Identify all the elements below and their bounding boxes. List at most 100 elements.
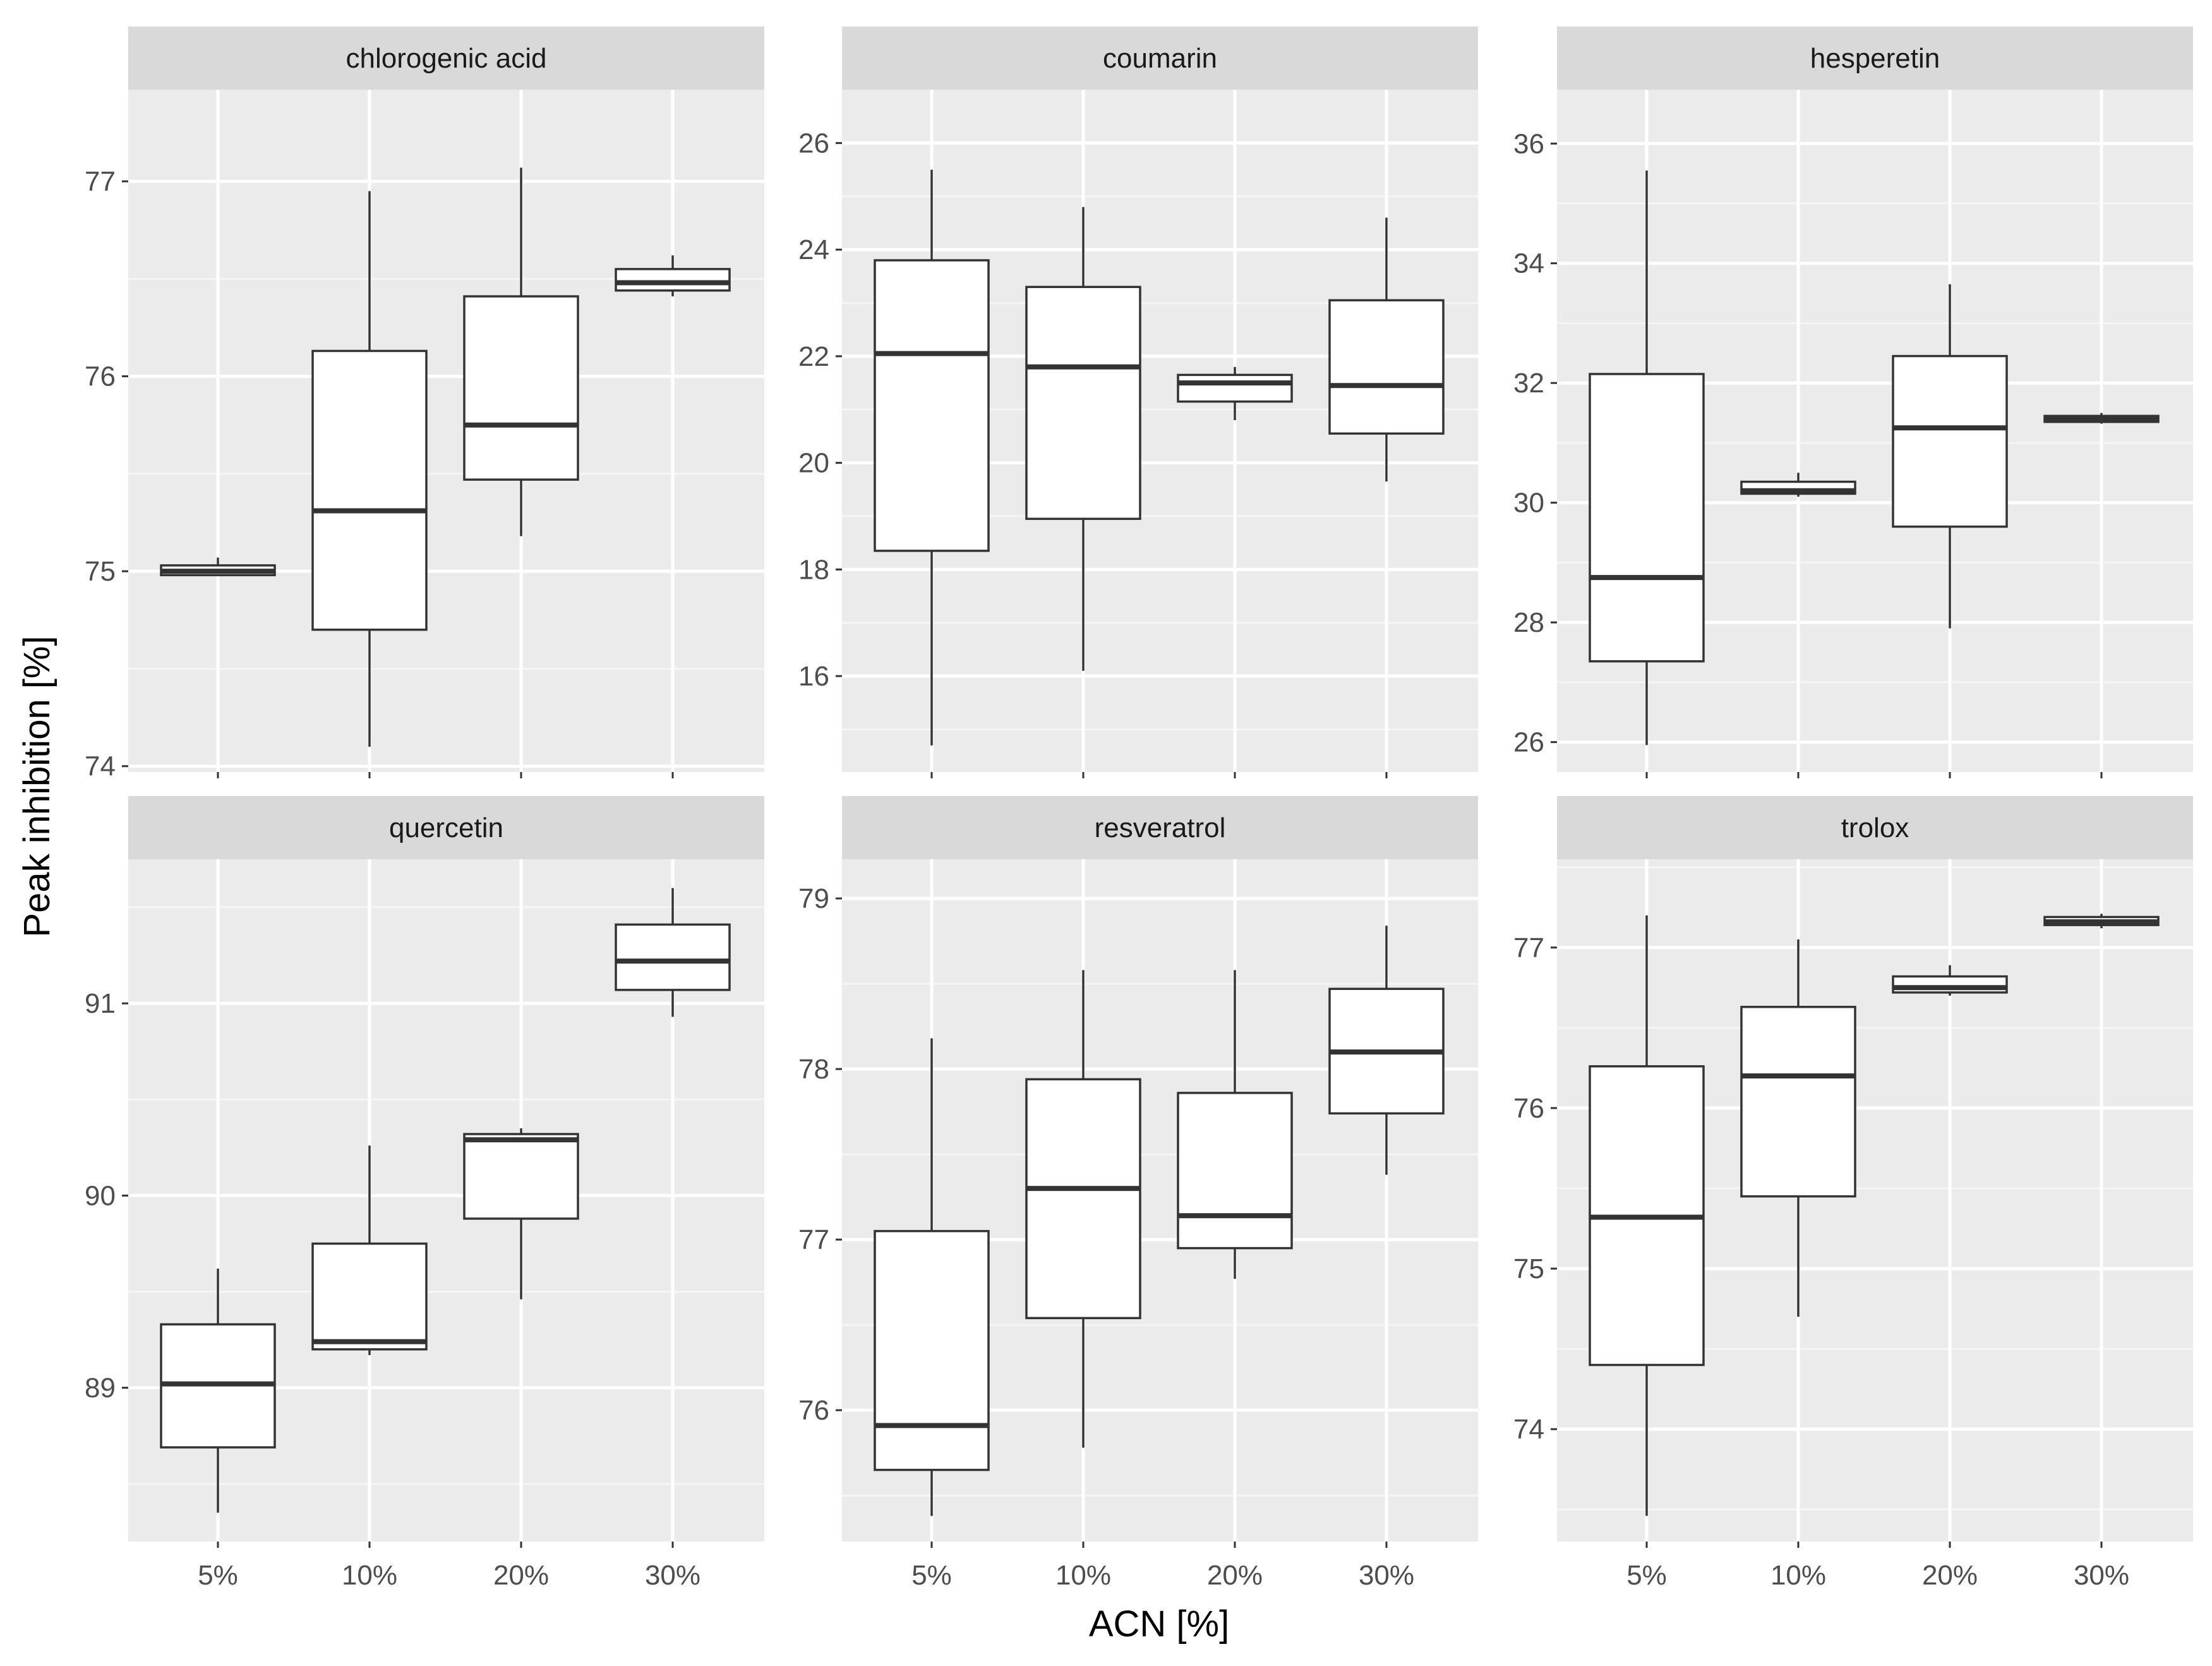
strip-coumarin [842, 27, 1478, 90]
y-tick-label: 74 [85, 751, 116, 782]
strip-quercetin [128, 796, 764, 859]
y-tick-label: 36 [1513, 128, 1544, 159]
y-tick-label: 78 [798, 1054, 829, 1085]
box-chlorogenic-acid-10 [311, 191, 428, 747]
box-body [463, 295, 579, 481]
y-tick-label: 18 [798, 554, 829, 585]
x-tick-label: 30% [645, 1560, 700, 1591]
box-quercetin-10 [311, 1145, 428, 1355]
y-tick-label: 77 [1513, 933, 1544, 963]
box-body [1892, 354, 2008, 528]
panel-chlorogenic-acid: chlorogenic acid 74 75 76 77 [85, 27, 764, 782]
y-tick-label: 24 [798, 234, 829, 265]
box-resveratrol-10 [1025, 970, 1141, 1448]
box-hesperetin-10 [1740, 473, 1856, 497]
y-tick-label: 77 [798, 1224, 829, 1255]
box-resveratrol-30 [1328, 926, 1445, 1175]
panel-background-chlorogenic-acid [128, 90, 764, 772]
box-coumarin-20 [1177, 366, 1293, 421]
x-tick-label: 30% [1359, 1560, 1414, 1591]
x-tick-label: 20% [1207, 1560, 1263, 1591]
box-quercetin-20 [463, 1128, 579, 1300]
facet-panels: chlorogenic acid 74 75 76 77 coumarin 16 18 20 22… [85, 27, 2193, 1591]
strip-label-trolox: trolox [1841, 812, 1909, 843]
box-body [1740, 1006, 1856, 1198]
box-body [1177, 1092, 1293, 1250]
box-trolox-10 [1740, 939, 1856, 1317]
y-tick-label: 32 [1513, 368, 1544, 399]
x-tick-label: 10% [1770, 1560, 1826, 1591]
y-tick-label: 77 [85, 166, 116, 197]
box-quercetin-30 [615, 888, 731, 1017]
y-tick-label: 75 [85, 556, 116, 587]
x-tick-label: 20% [493, 1560, 549, 1591]
box-body [1177, 373, 1293, 403]
panel-quercetin: quercetin 89 90 91 5% 10% 20% 30% [85, 796, 764, 1591]
y-tick-label: 89 [85, 1373, 116, 1404]
y-tick-label: 91 [85, 988, 116, 1019]
strip-resveratrol [842, 796, 1478, 859]
y-tick-label: 76 [85, 361, 116, 392]
strip-label-chlorogenic-acid: chlorogenic acid [346, 43, 547, 74]
y-tick-label: 76 [1513, 1093, 1544, 1124]
panel-trolox: trolox 74 75 76 77 5% 10% 20% 30% [1513, 796, 2193, 1591]
box-body [1025, 286, 1141, 520]
box-quercetin-5 [160, 1269, 276, 1513]
strip-label-hesperetin: hesperetin [1810, 43, 1940, 74]
box-body [615, 268, 731, 292]
x-tick-label: 20% [1922, 1560, 1978, 1591]
box-body [311, 1242, 428, 1351]
x-tick-label: 5% [911, 1560, 952, 1591]
box-trolox-30 [2043, 914, 2160, 929]
box-body [463, 1133, 579, 1220]
strip-label-coumarin: coumarin [1103, 43, 1217, 74]
box-chlorogenic-acid-30 [615, 255, 731, 297]
box-trolox-20 [1892, 965, 2008, 996]
x-tick-label: 5% [1626, 1560, 1667, 1591]
box-body [874, 259, 990, 552]
y-tick-label: 34 [1513, 248, 1544, 279]
y-axis-title: Peak inhibition [%] [16, 636, 57, 937]
box-coumarin-30 [1328, 217, 1445, 482]
box-chlorogenic-acid-20 [463, 167, 579, 536]
box-body [1589, 373, 1705, 663]
box-hesperetin-5 [1589, 170, 1705, 745]
strip-hesperetin [1557, 27, 2193, 90]
y-tick-label: 75 [1513, 1253, 1544, 1284]
strip-label-resveratrol: resveratrol [1095, 812, 1226, 843]
x-tick-label: 5% [198, 1560, 238, 1591]
x-tick-label: 10% [342, 1560, 397, 1591]
box-coumarin-5 [874, 169, 990, 745]
box-resveratrol-20 [1177, 970, 1293, 1279]
box-trolox-5 [1589, 915, 1705, 1516]
y-tick-label: 90 [85, 1180, 116, 1211]
box-hesperetin-20 [1892, 284, 2008, 629]
y-tick-label: 30 [1513, 488, 1544, 519]
box-resveratrol-5 [874, 1038, 990, 1516]
box-body [311, 349, 428, 631]
x-tick-label: 30% [2074, 1560, 2129, 1591]
y-tick-label: 22 [798, 341, 829, 372]
y-tick-label: 76 [798, 1395, 829, 1426]
panel-coumarin: coumarin 16 18 20 22 24 26 [798, 27, 1478, 778]
box-body [1025, 1078, 1141, 1320]
panel-hesperetin: hesperetin 26 28 30 32 34 36 [1513, 27, 2193, 778]
box-chlorogenic-acid-5 [160, 557, 276, 577]
panel-resveratrol: resveratrol 76 77 78 79 5% 10% 20% 30% [798, 796, 1478, 1591]
y-tick-label: 16 [798, 661, 829, 692]
box-hesperetin-30 [2043, 413, 2160, 424]
box-body [874, 1229, 990, 1471]
strip-trolox [1557, 796, 2193, 859]
box-coumarin-10 [1025, 207, 1141, 671]
y-tick-label: 28 [1513, 607, 1544, 638]
y-tick-label: 26 [1513, 727, 1544, 758]
y-tick-label: 20 [798, 448, 829, 479]
y-tick-label: 79 [798, 883, 829, 914]
box-body [1328, 299, 1445, 435]
x-axis-title: ACN [%] [1089, 1603, 1229, 1645]
x-tick-label: 10% [1055, 1560, 1111, 1591]
strip-label-quercetin: quercetin [389, 812, 503, 843]
y-tick-label: 26 [798, 128, 829, 159]
y-tick-label: 74 [1513, 1414, 1544, 1445]
